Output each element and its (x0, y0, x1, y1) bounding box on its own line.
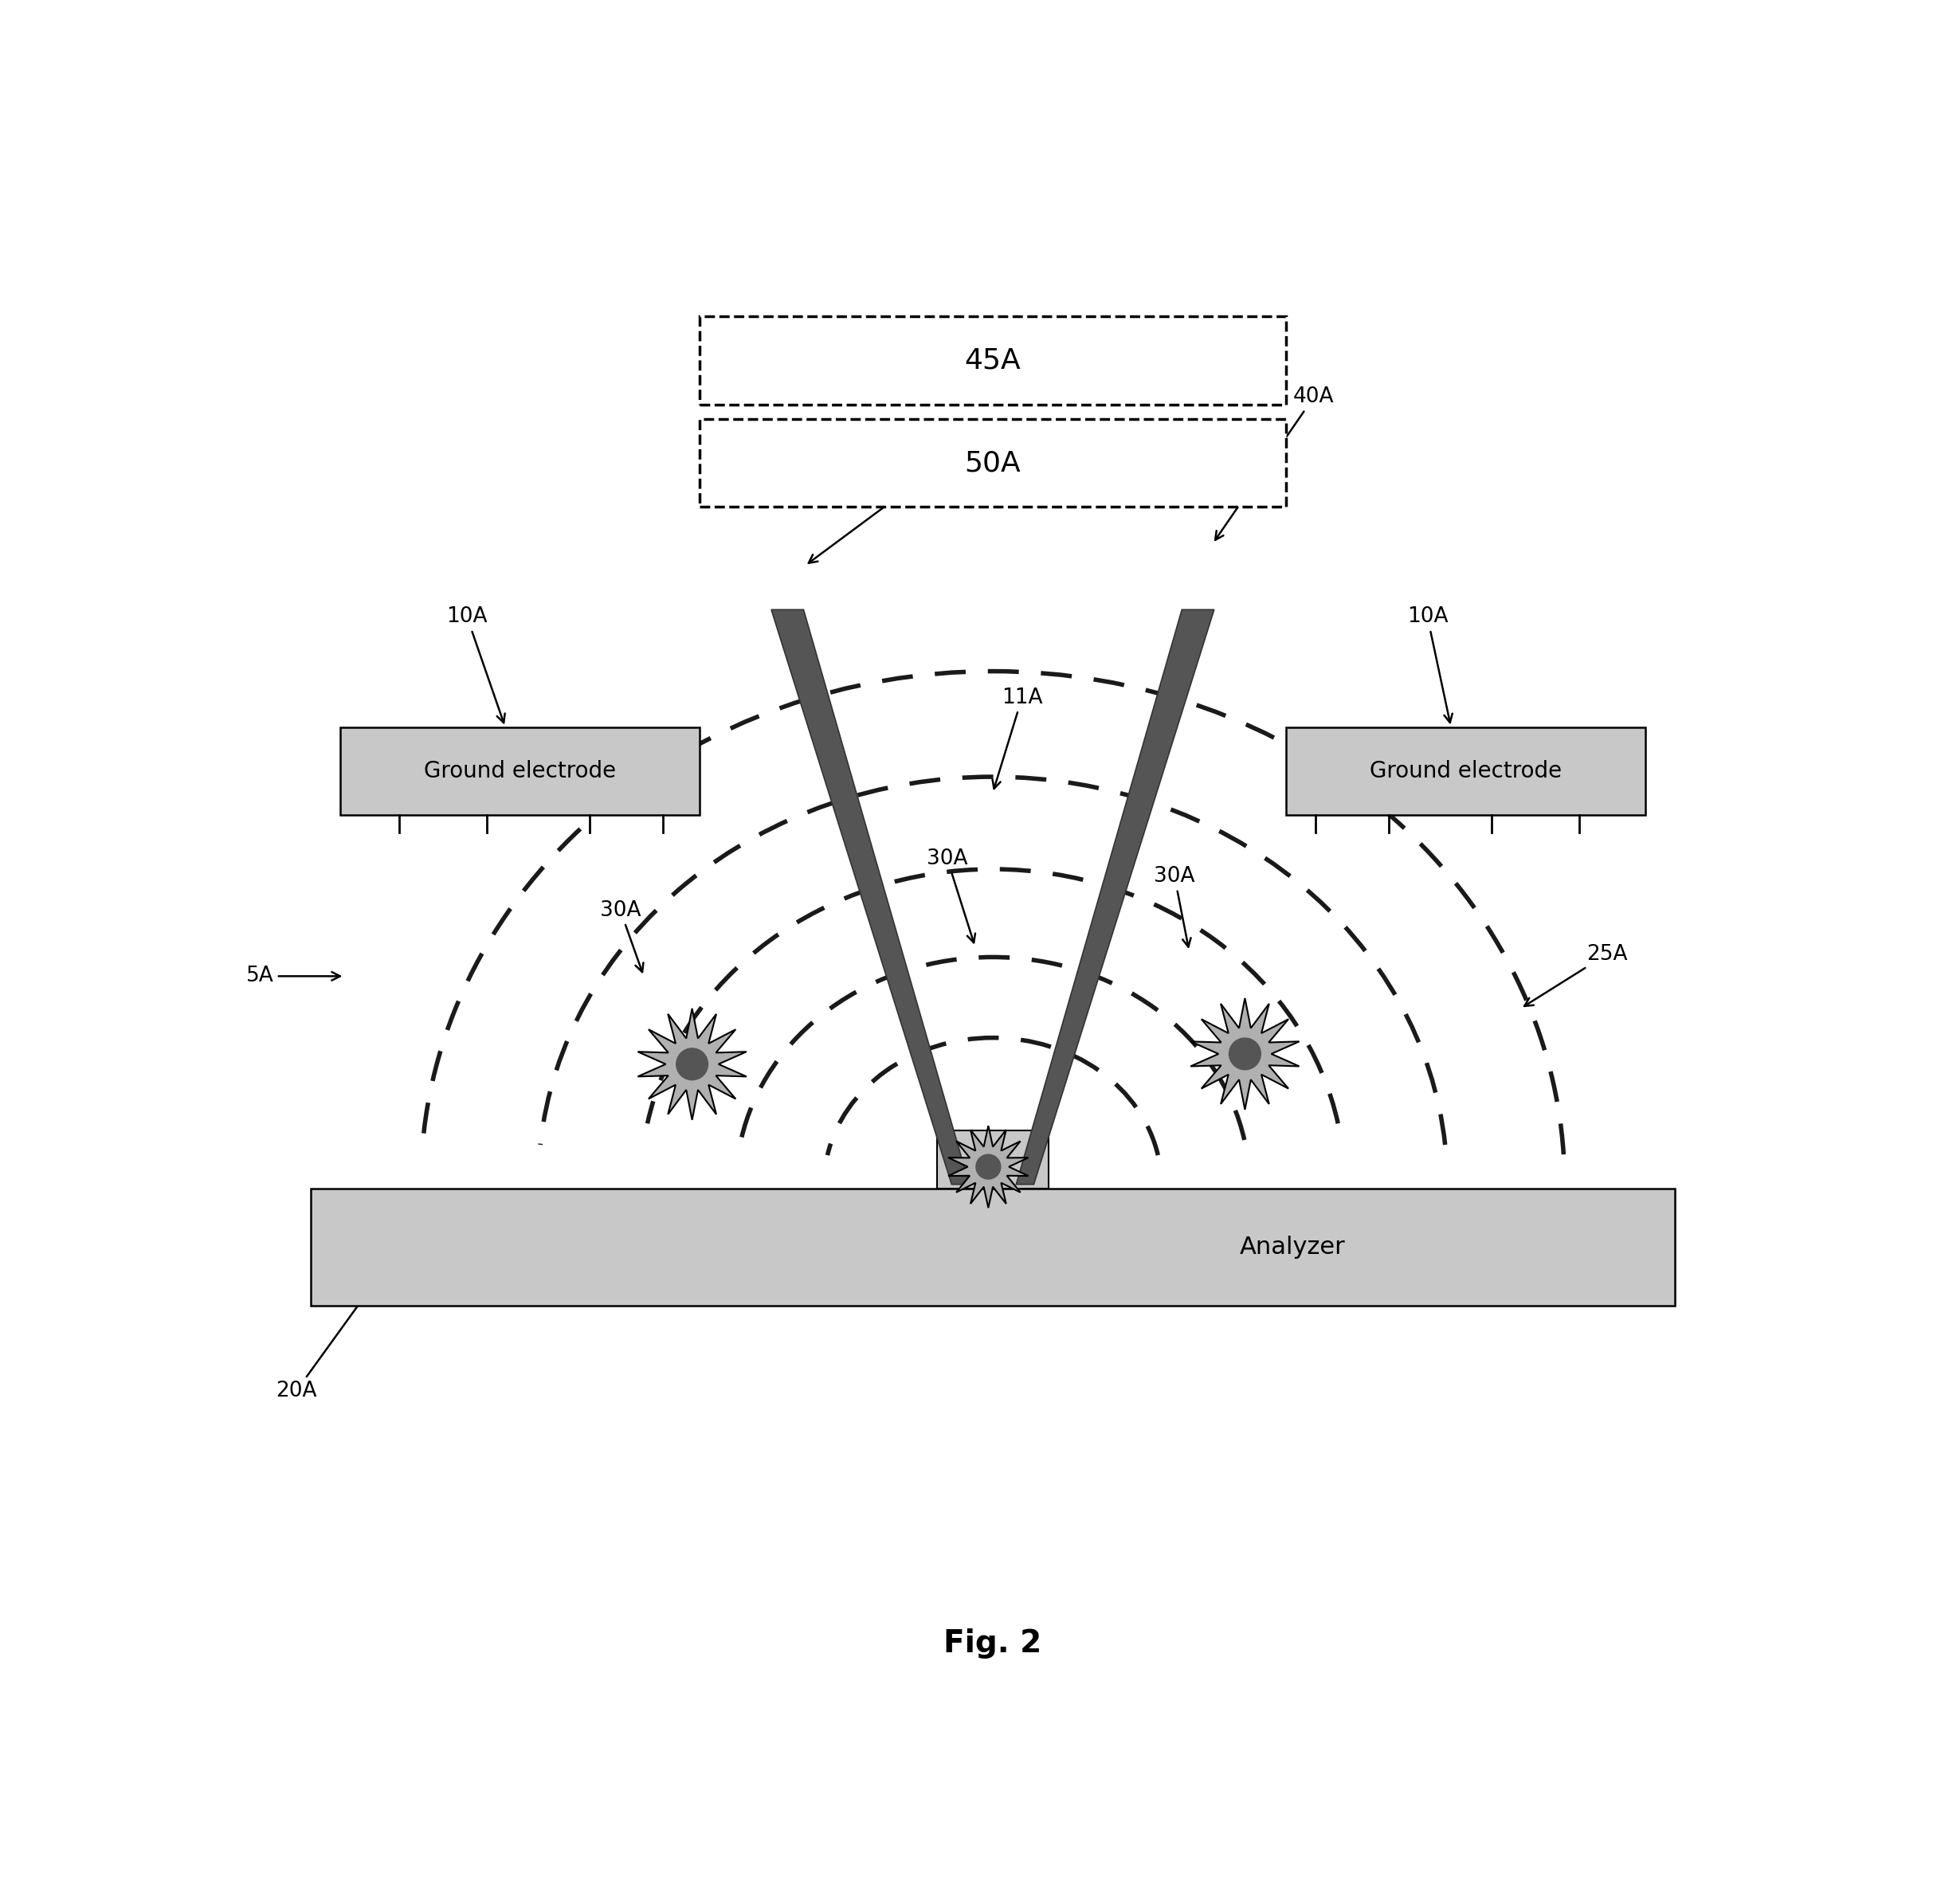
Text: Analyzer: Analyzer (1240, 1236, 1346, 1259)
Text: 15A: 15A (972, 1194, 1013, 1295)
Text: 30A: 30A (1154, 866, 1195, 946)
Bar (699, 419, 1286, 506)
Bar (341, 727, 699, 815)
Polygon shape (949, 1125, 1029, 1207)
Text: 10A: 10A (1406, 607, 1453, 724)
Text: 30A: 30A (926, 849, 974, 942)
Circle shape (676, 1049, 707, 1080)
Polygon shape (1191, 998, 1300, 1110)
Text: 40A: 40A (1214, 387, 1335, 541)
Text: 10A: 10A (447, 607, 506, 724)
Bar (310, 1188, 1676, 1306)
Text: 20A: 20A (275, 1262, 389, 1401)
Circle shape (1230, 1038, 1261, 1070)
Text: 50A: 50A (965, 449, 1021, 476)
Text: Ground electrode: Ground electrode (424, 760, 616, 783)
Bar (1286, 727, 1645, 815)
Text: 11A: 11A (992, 687, 1042, 788)
Text: 5A: 5A (246, 965, 341, 986)
Polygon shape (771, 609, 968, 1184)
Polygon shape (637, 1009, 746, 1120)
Polygon shape (1017, 609, 1214, 1184)
Circle shape (976, 1154, 1001, 1179)
Text: Raman pump: Raman pump (808, 446, 1023, 564)
Text: 30A: 30A (600, 901, 643, 973)
Bar (938, 1131, 1048, 1188)
Bar (699, 316, 1286, 404)
Text: 25A: 25A (1524, 944, 1627, 1005)
Text: Ground electrode: Ground electrode (1369, 760, 1561, 783)
Text: Fig. 2: Fig. 2 (943, 1628, 1042, 1658)
Text: 45A: 45A (965, 347, 1021, 373)
